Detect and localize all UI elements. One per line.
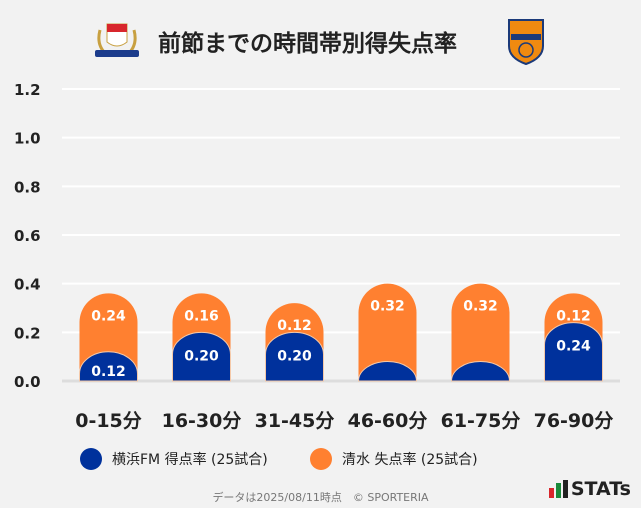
legend-swatch	[80, 448, 102, 470]
x-tick-label: 61-75分	[441, 410, 521, 432]
bar-yokohama	[265, 331, 324, 382]
stats-brand: STATs	[548, 478, 631, 500]
data-label-yokohama: 0.20	[277, 348, 312, 364]
bar-yokohama	[172, 331, 231, 382]
bar-shimizu	[451, 283, 510, 381]
y-tick-label: 0.8	[14, 178, 41, 196]
x-tick-label: 0-15分	[75, 410, 142, 432]
x-tick-label: 16-30分	[162, 410, 242, 432]
y-tick-label: 1.2	[14, 81, 41, 99]
legend-label: 清水 失点率 (25試合)	[342, 452, 478, 468]
data-label-shimizu: 0.24	[91, 308, 126, 324]
shimizu-logo	[506, 16, 546, 66]
bar-chart: 0.0 0.2 0.4 0.6 0.8 1.0 1.2 0.24 0.12 0-15分 0.16 0.…	[14, 81, 620, 432]
legend-label: 横浜FM 得点率 (25試合)	[112, 452, 268, 468]
bar-yokohama	[544, 322, 603, 382]
bar-yokohama	[357, 361, 418, 382]
data-label-yokohama: 0.20	[184, 348, 219, 364]
data-label-shimizu: 0.32	[370, 299, 405, 315]
data-label-shimizu: 0.16	[184, 308, 219, 324]
stats-logo-icon	[548, 480, 568, 498]
data-label-shimizu: 0.32	[463, 299, 498, 315]
x-tick-label: 46-60分	[348, 410, 428, 432]
y-tick-label: 1.0	[14, 130, 41, 148]
x-tick-label: 31-45分	[255, 410, 335, 432]
x-tick-label: 76-90分	[534, 410, 614, 432]
legend-item-yokohama: 横浜FM 得点率 (25試合)	[80, 448, 268, 470]
footer-text: データは2025/08/11時点 © SPORTERIA	[212, 491, 429, 504]
bar-shimizu	[358, 283, 417, 381]
bar-yokohama	[79, 351, 138, 382]
data-label-shimizu: 0.12	[556, 308, 591, 324]
stats-brand-text: STATs	[570, 478, 631, 500]
y-tick-label: 0.4	[14, 276, 41, 294]
bar-yokohama	[450, 361, 511, 382]
chart-title: 前節までの時間帯別得失点率	[158, 31, 457, 57]
y-tick-label: 0.6	[14, 227, 41, 245]
data-label-yokohama: 0.12	[91, 364, 126, 380]
yokohama-logo	[92, 20, 142, 60]
y-tick-label: 0.0	[14, 373, 41, 391]
y-tick-label: 0.2	[14, 324, 41, 342]
data-label-yokohama: 0.24	[556, 339, 591, 355]
legend-item-shimizu: 清水 失点率 (25試合)	[310, 448, 478, 470]
legend-swatch	[310, 448, 332, 470]
data-label-shimizu: 0.12	[277, 318, 312, 334]
